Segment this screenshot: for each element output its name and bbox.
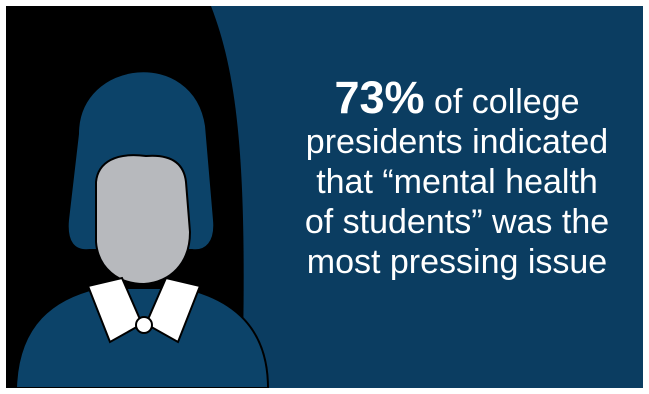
face (95, 154, 192, 286)
woman-silhouette-icon (6, 6, 270, 388)
stat-line-1: 73% of college (276, 75, 638, 122)
stat-percent: 73% (334, 72, 425, 123)
collar-button (135, 316, 153, 334)
stat-line-3: that “mental health (316, 163, 598, 201)
stat-line-4: of students” was the (304, 203, 610, 241)
stat-line-5: most pressing issue (306, 243, 608, 281)
stat-line-2: presidents indicated (305, 123, 609, 161)
infographic-card: 73% of college presidents indicated that… (6, 6, 643, 388)
statistic-text: 73% of college presidents indicated that… (276, 75, 638, 282)
stat-line-1-rest: of college (424, 83, 580, 121)
